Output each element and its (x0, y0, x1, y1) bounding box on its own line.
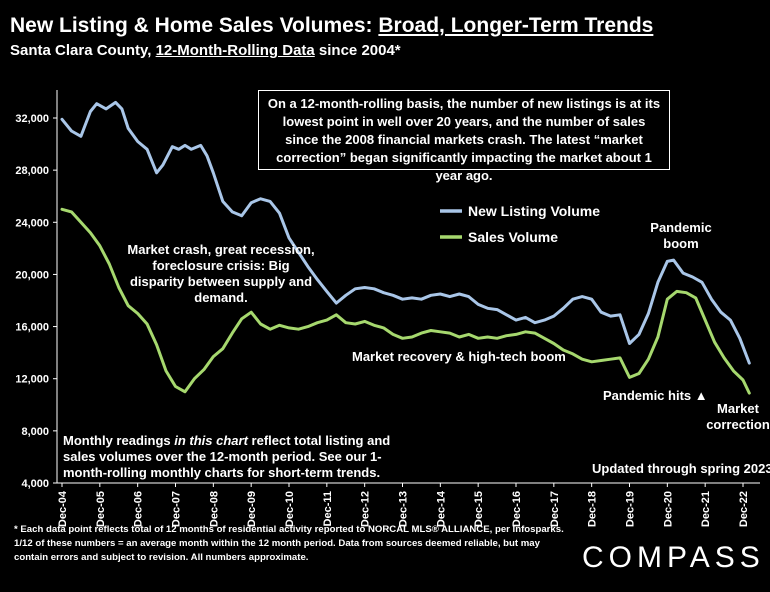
updated-note: Updated through spring 2023 (592, 461, 770, 476)
x-tick-label: Dec-12 (360, 491, 372, 527)
x-tick-label: Dec-08 (208, 491, 220, 527)
market-crash-annotation: Market crash, great recession, foreclosu… (127, 242, 315, 305)
y-tick-label: 16,000 (15, 322, 49, 334)
x-tick-label: Dec-20 (662, 491, 674, 527)
y-tick-label: 20,000 (15, 269, 49, 281)
x-tick-label: Dec-14 (435, 490, 447, 527)
y-tick-label: 28,000 (15, 165, 49, 177)
recovery-annotation: Market recovery & high-tech boom (352, 349, 566, 364)
x-tick-label: Dec-13 (398, 491, 410, 527)
x-tick-label: Dec-18 (587, 491, 599, 527)
monthly-readings-italic: in this chart (174, 433, 248, 448)
x-tick-label: Dec-19 (625, 491, 637, 527)
subtitle-underlined-text: 12-Month-Rolling Data (155, 42, 315, 59)
x-tick-label: Dec-06 (133, 491, 145, 527)
x-tick-label: Dec-17 (549, 491, 561, 527)
chart-subtitle: Santa Clara County, 12-Month-Rolling Dat… (10, 42, 401, 59)
footnote: * Each data point reflects total of 12 m… (14, 524, 564, 563)
y-tick-label: 4,000 (21, 478, 49, 490)
title-text: New Listing & Home Sales Volumes: (10, 14, 379, 37)
x-tick-label: Dec-21 (700, 491, 712, 527)
x-tick-label: Dec-15 (473, 491, 485, 527)
pandemic-boom-annotation: Pandemic boom (650, 220, 712, 251)
summary-callout: On a 12-month-rolling basis, the number … (258, 90, 670, 183)
monthly-readings-note: Monthly readings in this chart reflect t… (63, 433, 391, 481)
legend-label: Sales Volume (468, 229, 558, 245)
pandemic-hits-annotation: Pandemic hits ▲ (603, 388, 708, 403)
title-underlined-text: Broad, Longer-Term Trends (378, 14, 654, 37)
subtitle-tail-text: since 2004* (314, 42, 401, 59)
x-tick-label: Dec-07 (171, 491, 183, 527)
legend-label: New Listing Volume (468, 203, 600, 219)
x-tick-label: Dec-16 (511, 491, 523, 527)
y-tick-label: 8,000 (21, 426, 49, 438)
new-listing-volume-line (60, 100, 751, 365)
sales-volume-line (60, 207, 751, 395)
subtitle-text: Santa Clara County, (10, 42, 156, 59)
x-tick-label: Dec-09 (246, 491, 258, 527)
compass-logo: COMPASS (582, 541, 765, 574)
x-tick-label: Dec-11 (322, 491, 334, 526)
monthly-readings-tail: reflect total listing and sales volumes … (63, 433, 391, 480)
y-tick-label: 12,000 (15, 374, 49, 386)
x-tick-label: Dec-10 (284, 491, 296, 527)
market-correction-annotation: Market correction (706, 401, 770, 432)
chart-title: New Listing & Home Sales Volumes: Broad,… (10, 14, 653, 38)
x-tick-label: Dec-05 (95, 491, 107, 527)
x-tick-label: Dec-22 (738, 491, 750, 527)
y-tick-label: 32,000 (15, 113, 49, 125)
y-tick-label: 24,000 (15, 217, 49, 229)
x-tick-label: Dec-04 (57, 490, 69, 527)
monthly-readings-text: Monthly readings (63, 433, 175, 448)
